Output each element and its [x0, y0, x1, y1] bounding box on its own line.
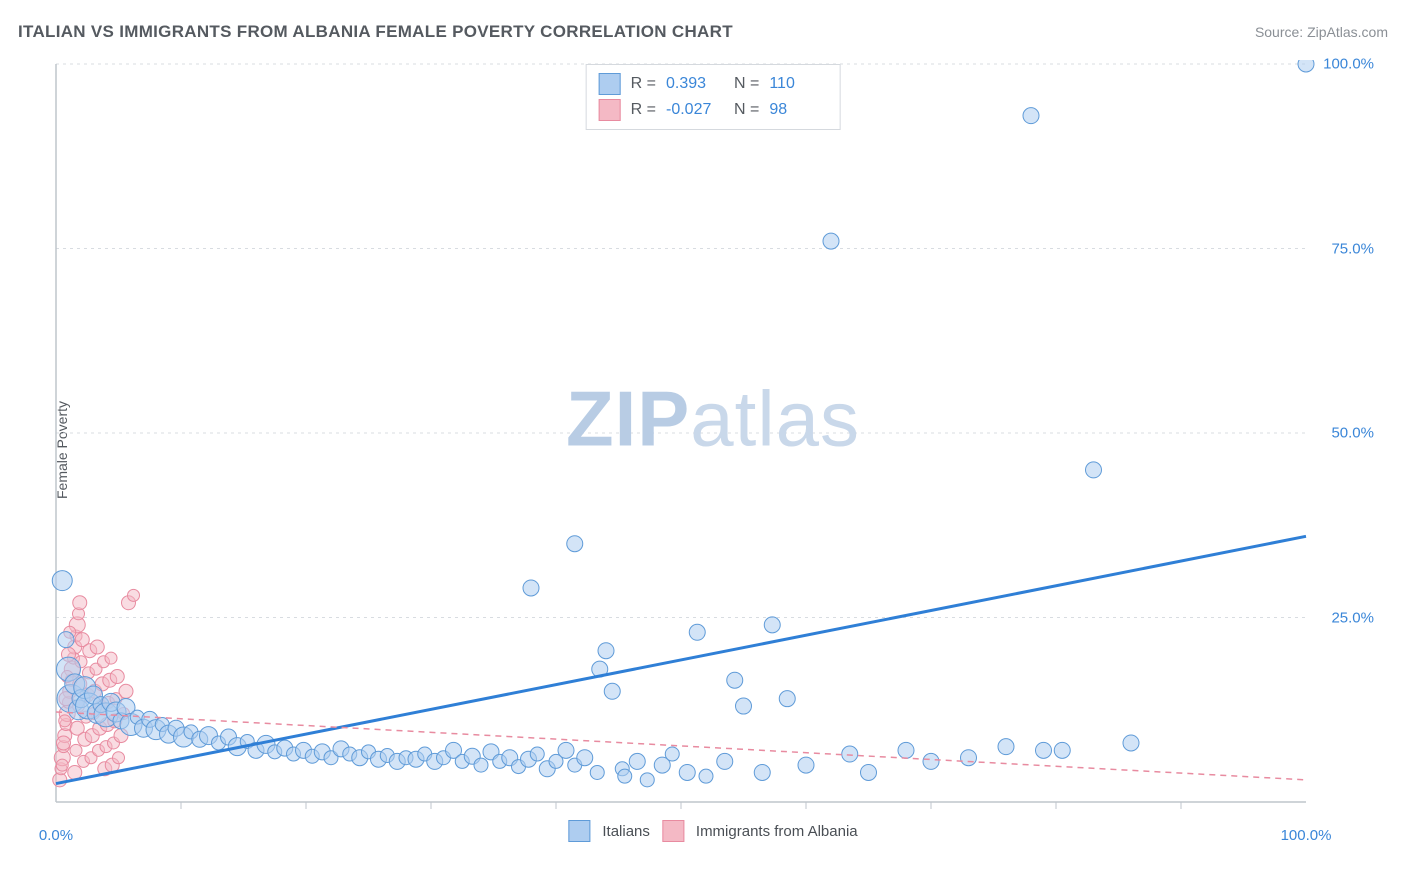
- r-value-italians: 0.393: [666, 75, 724, 93]
- x-tick-label: 100.0%: [1281, 827, 1332, 844]
- legend-row-italians: R = 0.393 N = 110: [599, 71, 828, 97]
- series-name-albania: Immigrants from Albania: [696, 823, 858, 840]
- n-value-albania: 98: [769, 101, 827, 119]
- x-tick-label: 0.0%: [39, 827, 73, 844]
- swatch-italians-b: [568, 820, 590, 842]
- y-tick-label: 50.0%: [1331, 425, 1374, 442]
- series-legend: Italians Immigrants from Albania: [568, 820, 857, 842]
- y-tick-label: 25.0%: [1331, 609, 1374, 626]
- swatch-italians: [599, 73, 621, 95]
- y-tick-label: 75.0%: [1331, 240, 1374, 257]
- correlation-legend: R = 0.393 N = 110 R = -0.027 N = 98: [586, 64, 841, 130]
- swatch-albania: [599, 99, 621, 121]
- y-tick-label: 100.0%: [1323, 56, 1374, 73]
- plot-svg: [48, 60, 1378, 840]
- chart-area: Female Poverty ZIPatlas R = 0.393 N = 11…: [48, 60, 1378, 840]
- legend-row-albania: R = -0.027 N = 98: [599, 97, 828, 123]
- swatch-albania-b: [662, 820, 684, 842]
- r-value-albania: -0.027: [666, 101, 724, 119]
- series-name-italians: Italians: [602, 823, 650, 840]
- chart-title: ITALIAN VS IMMIGRANTS FROM ALBANIA FEMAL…: [18, 22, 733, 42]
- source-label: Source: ZipAtlas.com: [1255, 24, 1388, 40]
- n-value-italians: 110: [769, 75, 827, 93]
